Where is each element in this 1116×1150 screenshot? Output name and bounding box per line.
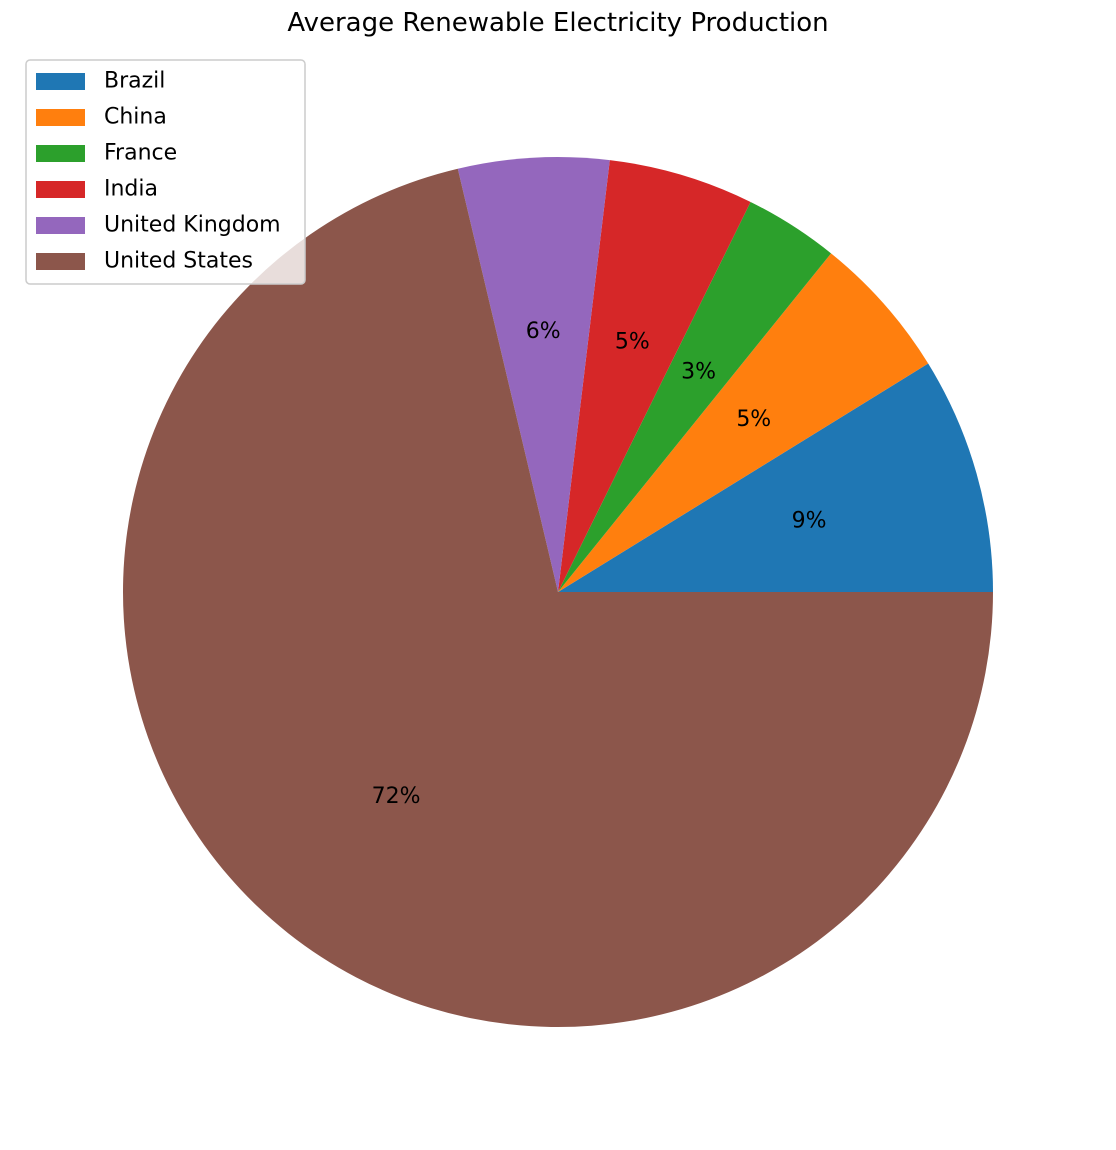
legend-swatch-united-kingdom	[36, 217, 85, 234]
pie-slice-united-kingdom	[457, 156, 610, 592]
pie-slice-united-states	[123, 168, 993, 1027]
legend-label-united-kingdom: United Kingdom	[104, 213, 281, 238]
legend-label-france: France	[104, 141, 177, 166]
legend-label-china: China	[104, 105, 167, 130]
pie-slices	[123, 156, 993, 1027]
pie-slice-india	[558, 160, 751, 592]
pie-labels: 9% 5% 3% 5% 6% 72%	[372, 319, 827, 809]
slice-pct-label-china: 5%	[736, 407, 771, 432]
slice-pct-label-france: 3%	[681, 360, 716, 385]
legend-swatch-france	[36, 145, 85, 162]
legend-frame	[25, 59, 306, 285]
pie-slice-china	[558, 253, 929, 592]
legend-swatch-india	[36, 181, 85, 198]
slice-pct-label-united-kingdom: 6%	[526, 319, 561, 344]
slice-pct-label-united-states: 72%	[372, 784, 421, 809]
pie-slice-brazil	[558, 363, 993, 592]
legend-label-brazil: Brazil	[104, 69, 165, 94]
slice-pct-label-india: 5%	[615, 329, 650, 354]
chart-title: Average Renewable Electricity Production	[287, 8, 829, 38]
legend: Brazil China France India United Kingdom Unit…	[25, 59, 306, 285]
slice-pct-label-brazil: 9%	[792, 508, 827, 533]
legend-label-united-states: United States	[104, 249, 253, 274]
legend-label-india: India	[104, 177, 158, 202]
pie-slice-france	[558, 201, 832, 592]
legend-swatch-brazil	[36, 73, 85, 90]
legend-swatch-china	[36, 109, 85, 126]
legend-swatch-united-states	[36, 253, 85, 270]
